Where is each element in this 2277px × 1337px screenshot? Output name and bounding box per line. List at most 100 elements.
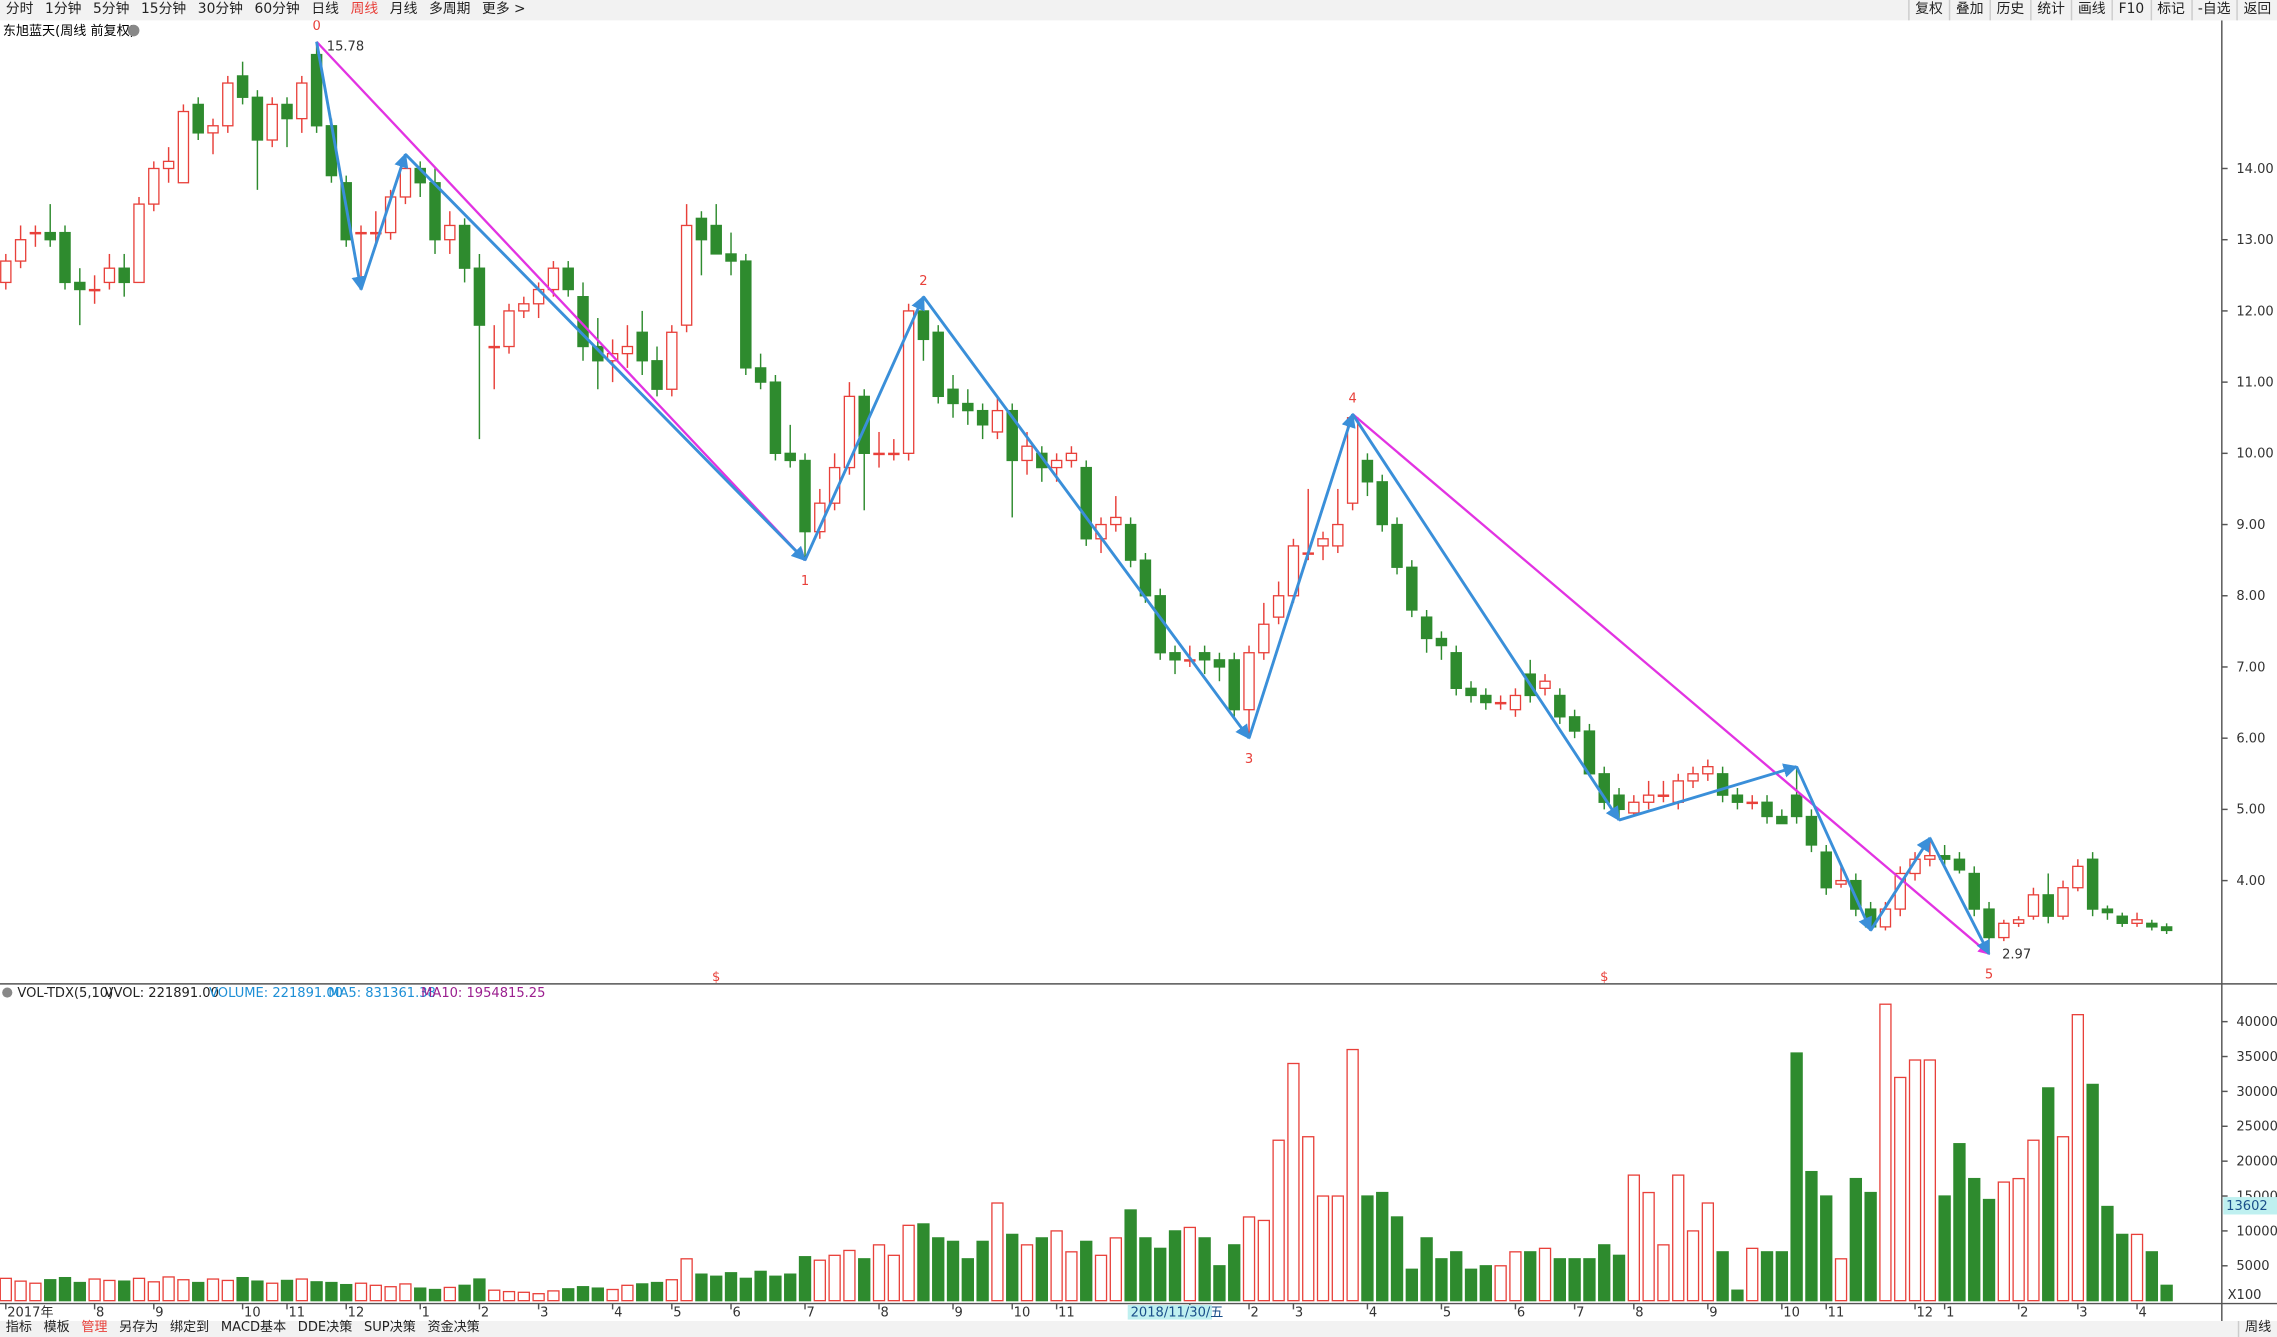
candle-body bbox=[1258, 623, 1270, 654]
tool-button[interactable]: 复权 bbox=[1907, 0, 1949, 21]
candle-body bbox=[1968, 872, 1980, 910]
tool-button[interactable]: 统计 bbox=[2030, 0, 2071, 21]
candle-body bbox=[991, 409, 1004, 433]
period-tab[interactable]: 60分钟 bbox=[254, 1, 300, 18]
candle-body bbox=[1272, 595, 1285, 618]
volume-bar bbox=[828, 1254, 841, 1302]
bottom-tabs: 指标 模板 管理 另存为 绑定到 MACD基本 DDE决策 SUP决策 资金决策 周线 bbox=[0, 1321, 2277, 1337]
period-tab[interactable]: 1分钟 bbox=[45, 1, 82, 18]
candle-body bbox=[695, 217, 708, 241]
cursor-date-box bbox=[1127, 1305, 1212, 1320]
volume-bar bbox=[325, 1281, 338, 1302]
candle-body bbox=[1790, 794, 1803, 818]
volume-bar bbox=[872, 1244, 886, 1302]
candle-body bbox=[547, 267, 560, 291]
bottom-tab[interactable]: SUP决策 bbox=[363, 1321, 416, 1336]
volume-bar bbox=[636, 1283, 649, 1302]
candle-body bbox=[2146, 922, 2158, 928]
ma10: MA10: 1954815.25 bbox=[421, 986, 545, 1001]
volume-bar bbox=[1672, 1174, 1685, 1302]
volume-bar bbox=[14, 1280, 27, 1302]
period-tab[interactable]: 日线 bbox=[311, 1, 339, 18]
period-tab[interactable]: 30分钟 bbox=[197, 1, 243, 18]
bottom-tab[interactable]: 模板 bbox=[43, 1321, 70, 1336]
volume-bar bbox=[44, 1279, 57, 1302]
x-tick-label: 6 bbox=[1517, 1306, 1525, 1321]
period-tab[interactable]: 周线 bbox=[350, 1, 379, 18]
volume-bar bbox=[562, 1288, 575, 1302]
bottom-tab[interactable]: DDE决策 bbox=[297, 1321, 353, 1336]
period-tab[interactable]: 15分钟 bbox=[141, 1, 187, 18]
volume-bar bbox=[1524, 1251, 1537, 1302]
x-tick-label: 2 bbox=[1250, 1306, 1258, 1321]
x-tick-label: 6 bbox=[732, 1306, 740, 1321]
volume-bar bbox=[1479, 1265, 1493, 1302]
candle-body bbox=[207, 125, 219, 134]
volume-bar bbox=[1642, 1191, 1655, 1302]
candle-body bbox=[1687, 773, 1699, 782]
tool-button[interactable]: 标记 bbox=[2149, 0, 2191, 21]
volume-bar bbox=[177, 1279, 190, 1302]
volume-tick-label: 40000 bbox=[2236, 1015, 2277, 1030]
period-tab[interactable]: 更多 > bbox=[482, 1, 526, 18]
candle-body bbox=[1021, 445, 1033, 462]
wave-arrow bbox=[1618, 763, 1799, 822]
tool-button[interactable]: 叠加 bbox=[1948, 0, 1990, 21]
tool-button[interactable]: 历史 bbox=[1989, 0, 2030, 21]
volume-bar bbox=[1109, 1237, 1122, 1302]
bottom-tab[interactable]: 管理 bbox=[81, 1321, 108, 1336]
volume-bar bbox=[1405, 1268, 1418, 1302]
bottom-tab[interactable]: 另存为 bbox=[119, 1321, 159, 1336]
bottom-tab[interactable]: 资金决策 bbox=[427, 1321, 480, 1336]
candle-body bbox=[1820, 851, 1832, 889]
candle-body bbox=[1080, 466, 1092, 540]
volume-tick-label: 10000 bbox=[2236, 1224, 2277, 1239]
volume-value: VOLUME: 221891.00 bbox=[209, 986, 343, 1001]
volume-bar bbox=[1938, 1195, 1951, 1302]
candle-body bbox=[1228, 659, 1240, 711]
volume-bar bbox=[946, 1240, 960, 1302]
period-tab[interactable]: 多周期 bbox=[429, 1, 471, 18]
volume-bar bbox=[1242, 1216, 1256, 1302]
candle-body bbox=[310, 53, 323, 127]
candle-body bbox=[1702, 766, 1714, 775]
tool-button[interactable]: F10 bbox=[2111, 0, 2150, 21]
x-tick-label: 10 bbox=[244, 1306, 261, 1321]
candle-body bbox=[947, 388, 959, 405]
candle-body bbox=[2086, 858, 2099, 910]
tool-button[interactable]: -自选 bbox=[2190, 0, 2237, 21]
tool-button[interactable]: 画线 bbox=[2070, 0, 2112, 21]
candle-body bbox=[1628, 801, 1640, 814]
period-tab[interactable]: 分时 bbox=[5, 1, 34, 18]
candle-body bbox=[799, 459, 811, 533]
candle-body bbox=[2072, 865, 2084, 889]
cursor-value: 13602 bbox=[2226, 1199, 2268, 1214]
volume-bar bbox=[1124, 1209, 1137, 1302]
x-tick-label: 12 bbox=[348, 1306, 365, 1321]
bottom-tab[interactable]: MACD基本 bbox=[220, 1321, 287, 1336]
candle-body bbox=[858, 395, 870, 454]
volume-bar bbox=[1035, 1237, 1048, 1302]
candle-body bbox=[1657, 794, 1670, 797]
bottom-tab[interactable]: 指标 bbox=[5, 1321, 32, 1336]
x-tick-label: 12 bbox=[1916, 1306, 1933, 1321]
candle-body bbox=[14, 239, 27, 262]
volume-bar bbox=[1997, 1181, 2011, 1302]
y-tick-label: 12.00 bbox=[2236, 304, 2273, 319]
tool-button[interactable]: 返回 bbox=[2236, 0, 2277, 21]
candle-body bbox=[888, 452, 900, 456]
bottom-tab[interactable]: 绑定到 bbox=[169, 1321, 210, 1336]
volume-bar bbox=[1568, 1258, 1581, 1302]
volume-bar bbox=[932, 1237, 945, 1302]
trend-line bbox=[315, 40, 806, 561]
volume-tick-label: 35000 bbox=[2236, 1050, 2277, 1065]
x-tick-label: 2 bbox=[481, 1306, 489, 1321]
period-tab[interactable]: 月线 bbox=[389, 1, 418, 18]
vvol: VVOL: 221891.00 bbox=[105, 986, 219, 1001]
candle-body bbox=[296, 82, 308, 120]
period-tab[interactable]: 5分钟 bbox=[93, 1, 130, 18]
volume-bar bbox=[147, 1281, 160, 1302]
candle-body bbox=[1110, 516, 1122, 526]
wave-arrow bbox=[1247, 412, 1356, 739]
period-indicator[interactable]: 周线 bbox=[2237, 1321, 2277, 1337]
